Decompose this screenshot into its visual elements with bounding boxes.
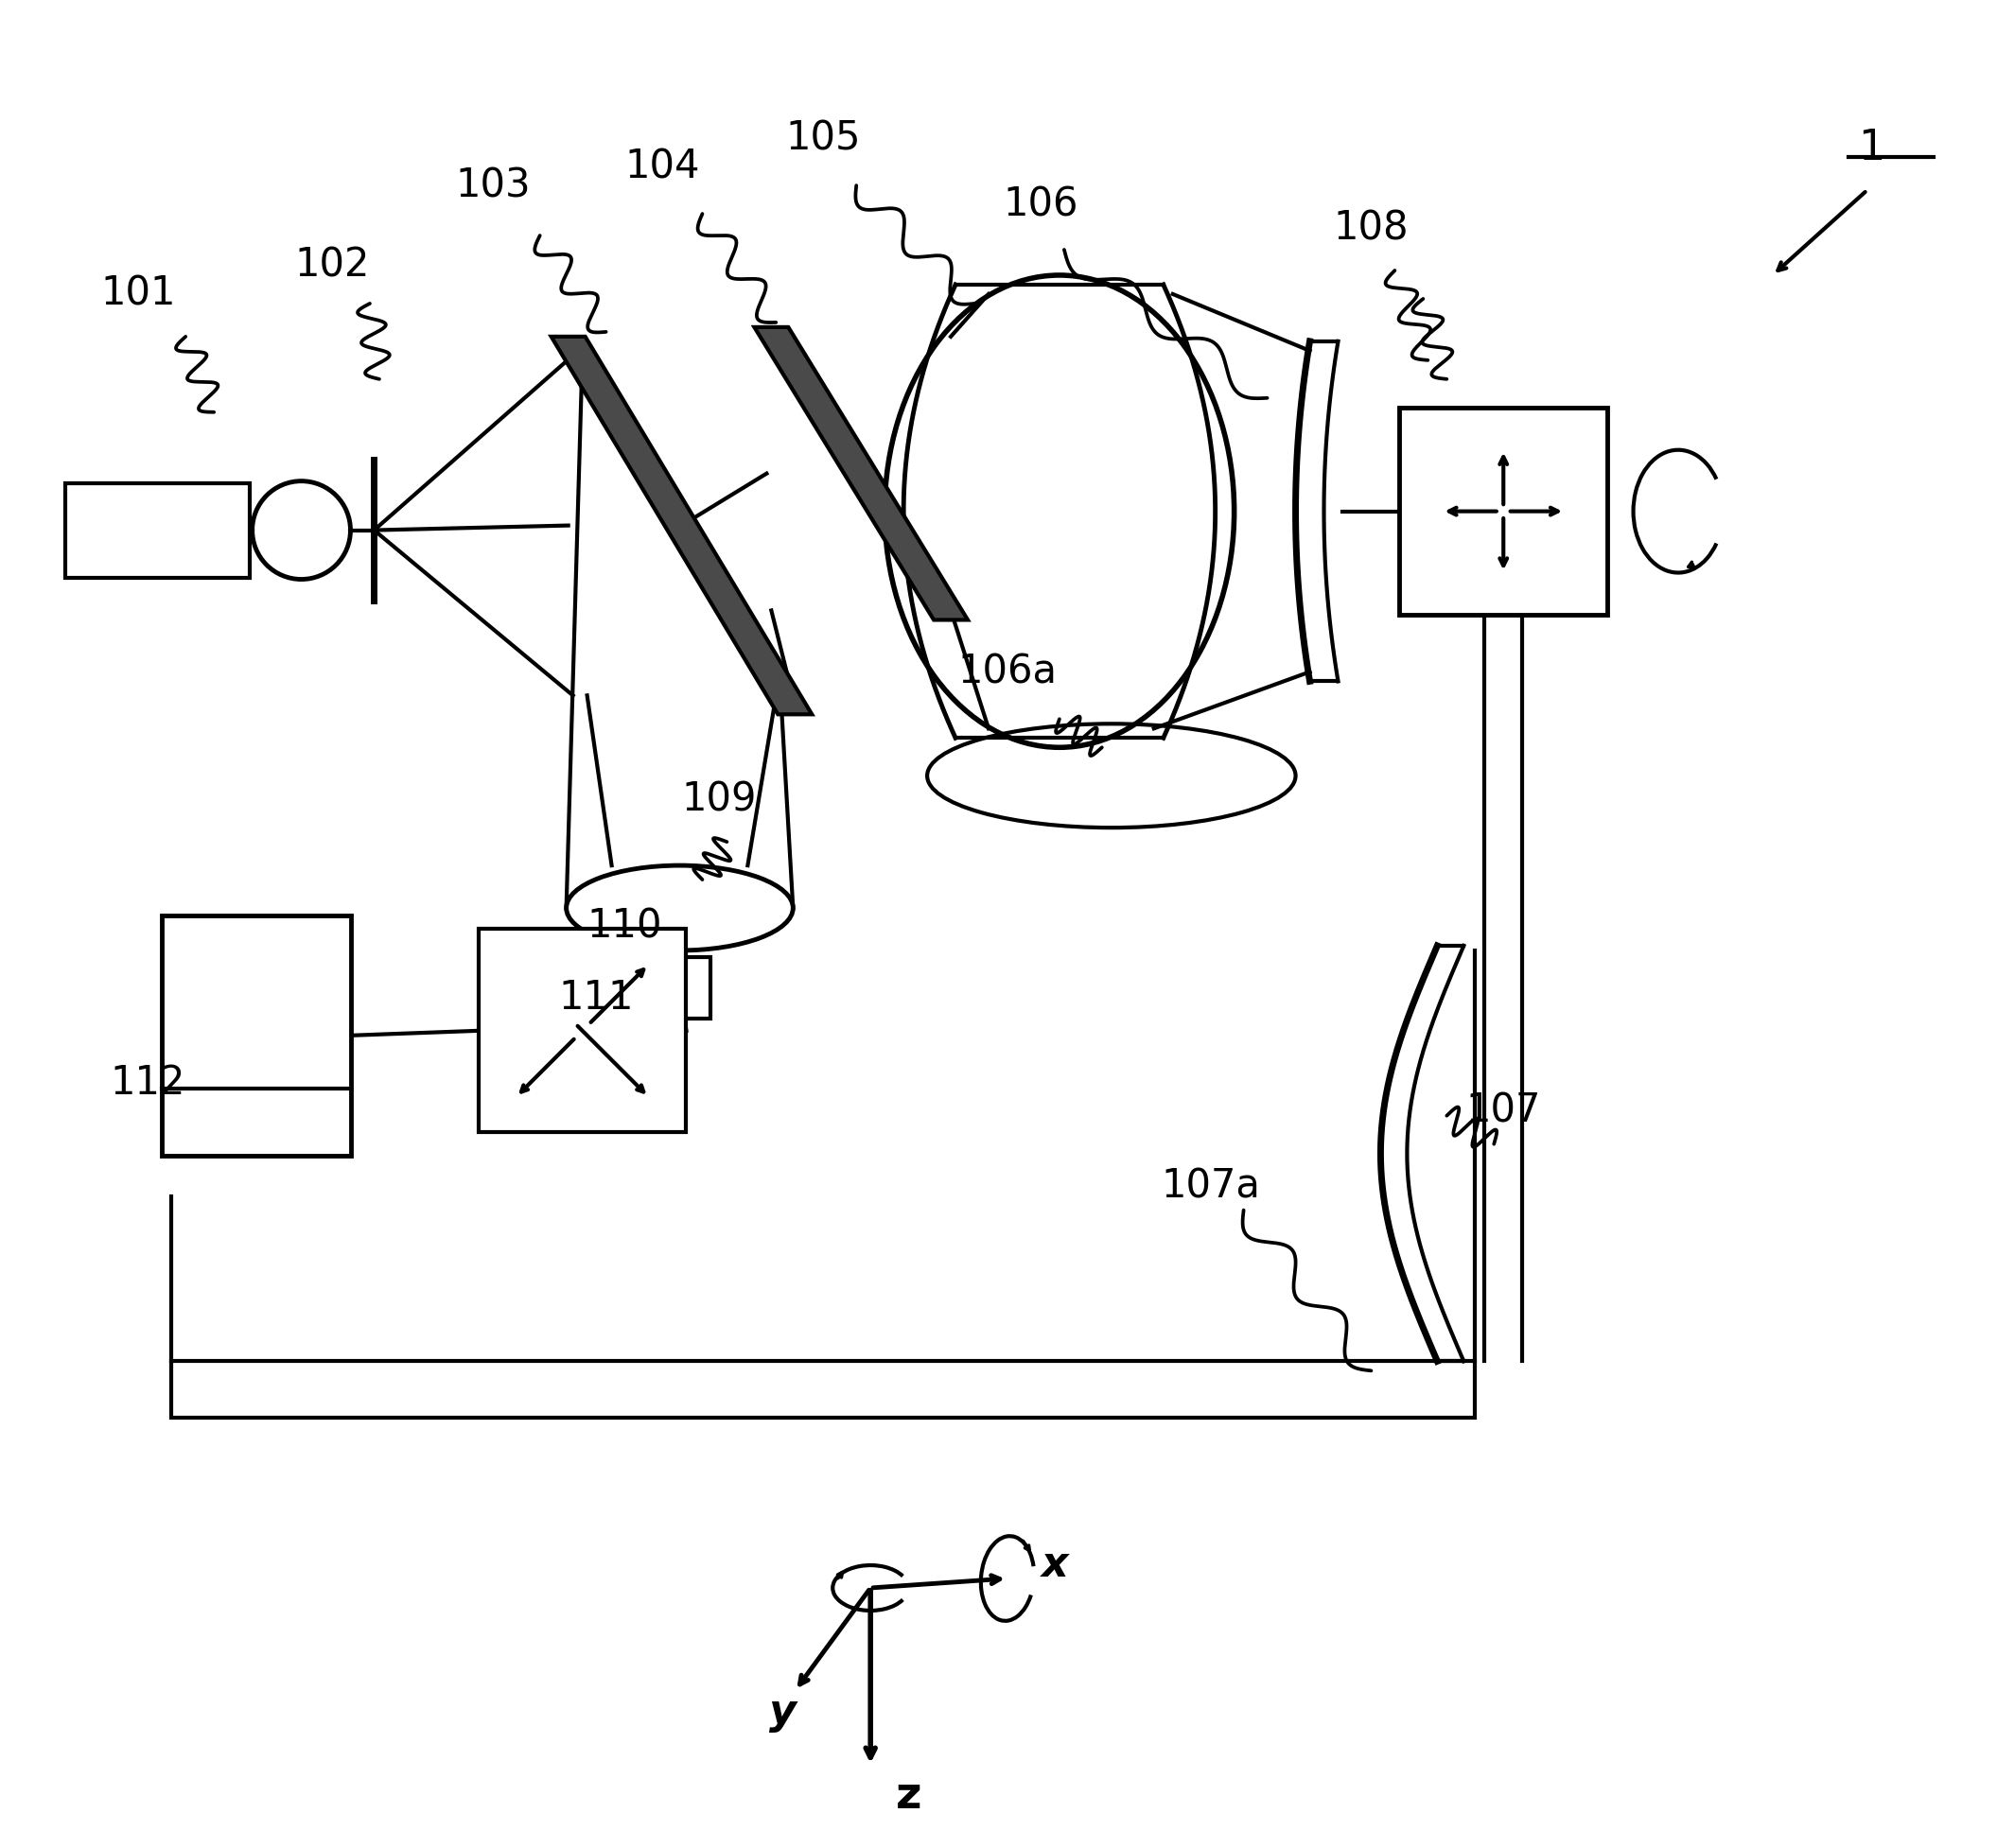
- Bar: [172, 1362, 1476, 1417]
- Text: 1: 1: [1859, 128, 1885, 168]
- Text: 108: 108: [1334, 209, 1408, 248]
- Text: 105: 105: [785, 118, 861, 159]
- Polygon shape: [755, 327, 969, 619]
- Text: z: z: [895, 1774, 921, 1817]
- Text: x: x: [1040, 1543, 1068, 1584]
- Text: 107: 107: [1466, 1090, 1542, 1131]
- Text: 106a: 106a: [959, 652, 1056, 691]
- Text: 106: 106: [1002, 185, 1078, 224]
- Text: 110: 110: [587, 907, 663, 946]
- Bar: [479, 930, 687, 1133]
- Text: 101: 101: [100, 274, 176, 314]
- Polygon shape: [551, 336, 813, 715]
- Text: 111: 111: [559, 978, 635, 1018]
- Text: 103: 103: [455, 166, 531, 205]
- Bar: [1400, 407, 1608, 615]
- Text: 107a: 107a: [1160, 1166, 1260, 1207]
- Text: 112: 112: [110, 1063, 186, 1103]
- Bar: [649, 957, 711, 1018]
- Bar: [162, 915, 351, 1155]
- Text: 109: 109: [681, 780, 757, 819]
- Text: 104: 104: [625, 146, 701, 187]
- Text: 102: 102: [294, 246, 369, 286]
- Text: y: y: [769, 1693, 797, 1733]
- Bar: [66, 482, 250, 577]
